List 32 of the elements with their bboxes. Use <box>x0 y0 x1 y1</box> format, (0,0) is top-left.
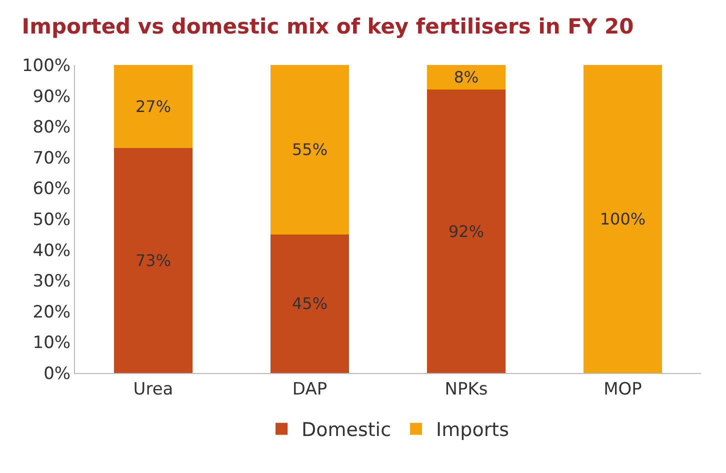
x-tick-label: Urea <box>133 379 174 400</box>
y-tick-label: 90% <box>32 86 71 107</box>
bar <box>584 65 662 373</box>
x-tick-label: NPKs <box>444 379 488 400</box>
y-tick-label: 0% <box>44 364 71 384</box>
legend-label: Domestic <box>302 419 392 442</box>
bar <box>427 90 506 373</box>
bar <box>114 148 192 373</box>
x-tick-label: MOP <box>604 379 642 400</box>
data-label: 92% <box>448 222 484 241</box>
data-label: 100% <box>600 210 646 228</box>
data-label: 8% <box>454 68 479 87</box>
bar <box>114 65 192 148</box>
chart-title: Imported vs domestic mix of key fertilisers in FY 20 <box>22 14 634 39</box>
y-tick-label: 70% <box>32 148 71 168</box>
y-tick-label: 20% <box>32 302 71 322</box>
data-label: 55% <box>292 140 328 160</box>
y-tick-label: 30% <box>32 272 71 292</box>
bar <box>427 65 506 90</box>
y-tick-label: 100% <box>22 56 71 76</box>
y-tick-label: 60% <box>32 179 71 200</box>
y-tick-label: 50% <box>32 210 71 230</box>
data-label: 73% <box>135 251 172 270</box>
bar <box>270 65 349 234</box>
y-tick-label: 40% <box>32 240 71 261</box>
bar <box>270 234 349 373</box>
y-tick-label: 10% <box>32 333 71 354</box>
data-label: 45% <box>292 294 328 314</box>
legend-label: Imports <box>436 419 509 442</box>
x-tick-label: DAP <box>292 379 328 400</box>
data-label: 27% <box>135 97 172 116</box>
y-tick-label: 80% <box>32 118 71 138</box>
